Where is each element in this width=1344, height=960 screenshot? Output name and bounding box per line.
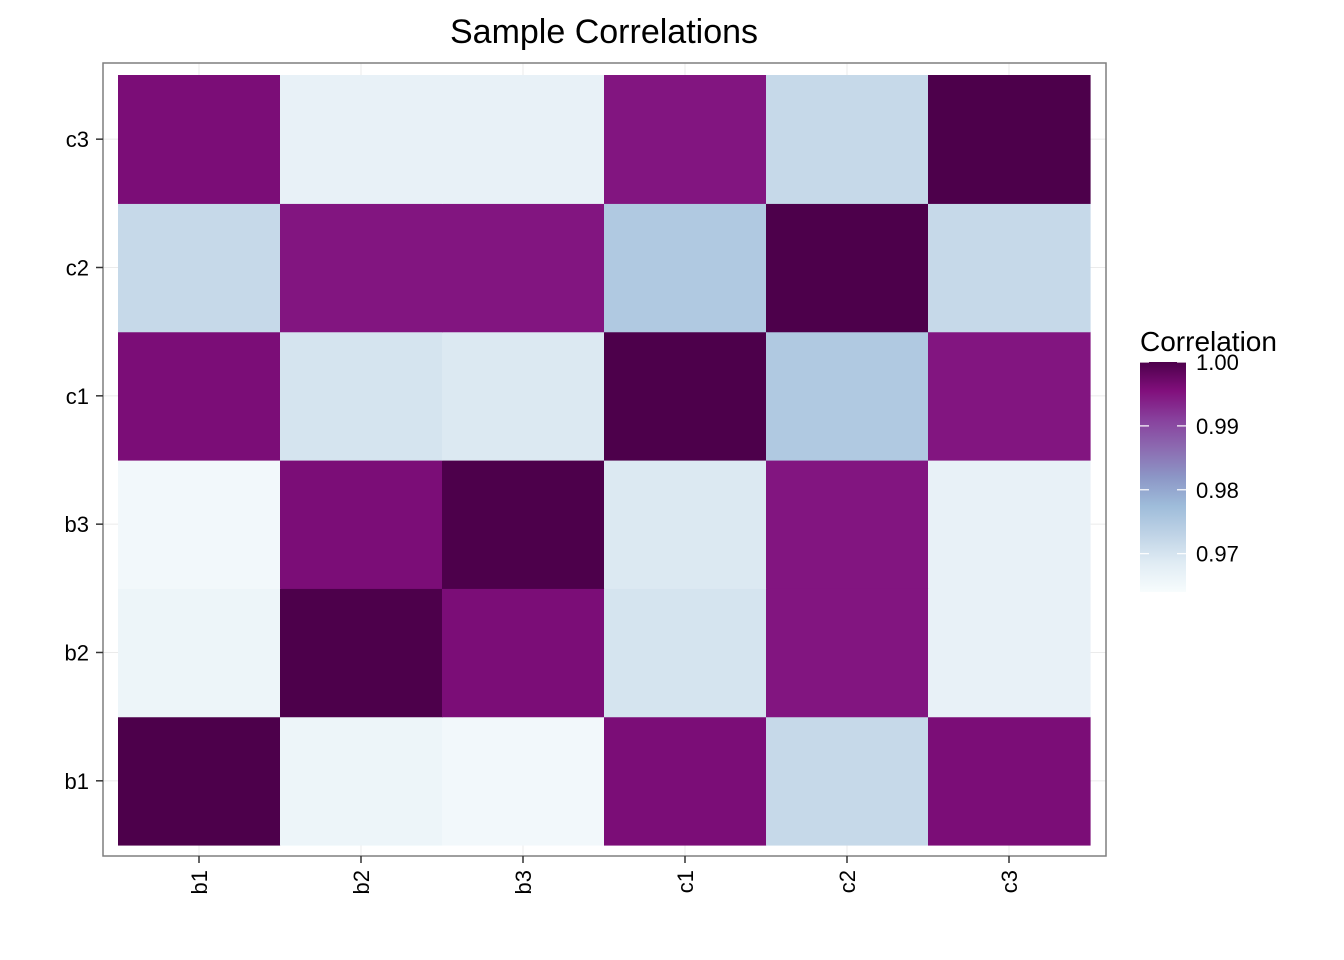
heatmap-cell-c2-c3 <box>928 203 1091 333</box>
heatmap-cell-c3-b2 <box>280 75 443 204</box>
legend-tick-label: 0.97 <box>1196 542 1239 567</box>
x-tick-label: c2 <box>835 870 860 893</box>
y-tick-label: b2 <box>65 640 89 665</box>
heatmap-cell-b2-b3 <box>442 588 605 718</box>
heatmap-cell-c2-b3 <box>442 203 605 333</box>
x-tick-label: b2 <box>349 870 374 894</box>
heatmap-cell-b3-b3 <box>442 459 605 589</box>
heatmap-cell-c2-b1 <box>118 203 281 333</box>
heatmap-cell-b3-b1 <box>118 459 281 589</box>
y-tick-label: c2 <box>66 255 89 280</box>
heatmap-cell-c1-c1 <box>604 331 767 461</box>
legend: Correlation 1.00 0.99 0.98 0.97 <box>1140 326 1277 592</box>
heatmap-cell-b3-c2 <box>766 459 929 589</box>
heatmap-cell-b3-c1 <box>604 459 767 589</box>
heatmap-cell-b1-b3 <box>442 716 605 846</box>
legend-tick-label: 1.00 <box>1196 350 1239 375</box>
x-tick-label: b3 <box>511 870 536 894</box>
legend-title: Correlation <box>1140 326 1277 357</box>
heatmap-cell-c2-c2 <box>766 203 929 333</box>
heatmap-cell-b3-c3 <box>928 459 1091 589</box>
heatmap-cell-c1-c3 <box>928 331 1091 461</box>
x-tick-label: b1 <box>187 870 212 894</box>
y-tick-label: c3 <box>66 127 89 152</box>
heatmap-cell-c2-b2 <box>280 203 443 333</box>
heatmap-cell-b3-b2 <box>280 459 443 589</box>
heatmap-cell-b2-c2 <box>766 588 929 718</box>
heatmap-cell-b2-c1 <box>604 588 767 718</box>
heatmap-cell-b1-c3 <box>928 716 1091 846</box>
heatmap-cell-c3-b1 <box>118 75 281 204</box>
heatmap-cell-b1-b1 <box>118 716 281 846</box>
heatmap-cell-c1-b3 <box>442 331 605 461</box>
heatmap-cell-c1-b1 <box>118 331 281 461</box>
heatmap-cell-c3-b3 <box>442 75 605 204</box>
y-tick-label: c1 <box>66 384 89 409</box>
heatmap-cell-c3-c3 <box>928 75 1091 204</box>
heatmap-cell-b1-c1 <box>604 716 767 846</box>
heatmap-cell-c3-c1 <box>604 75 767 204</box>
y-tick-label: b1 <box>65 769 89 794</box>
heatmap-cell-b2-c3 <box>928 588 1091 718</box>
x-tick-label: c1 <box>673 870 698 893</box>
heatmap-cell-b1-b2 <box>280 716 443 846</box>
heatmap-cell-c1-b2 <box>280 331 443 461</box>
heatmap-cell-b2-b2 <box>280 588 443 718</box>
legend-colorbar <box>1140 362 1186 592</box>
legend-tick-label: 0.99 <box>1196 414 1239 439</box>
heatmap-cell-b1-c2 <box>766 716 929 846</box>
axes: b1 b2 b3 c1 c2 c3 b1 b2 b3 c1 c2 c3 <box>65 62 1107 894</box>
x-tick-label: c3 <box>997 870 1022 893</box>
heatmap-cells <box>118 75 1091 846</box>
chart-title: Sample Correlations <box>450 13 758 51</box>
heatmap-cell-c2-c1 <box>604 203 767 333</box>
y-tick-label: b3 <box>65 512 89 537</box>
heatmap-cell-c1-c2 <box>766 331 929 461</box>
heatmap-cell-c3-c2 <box>766 75 929 204</box>
heatmap-cell-b2-b1 <box>118 588 281 718</box>
panel-border <box>102 62 1107 857</box>
legend-tick-label: 0.98 <box>1196 478 1239 503</box>
